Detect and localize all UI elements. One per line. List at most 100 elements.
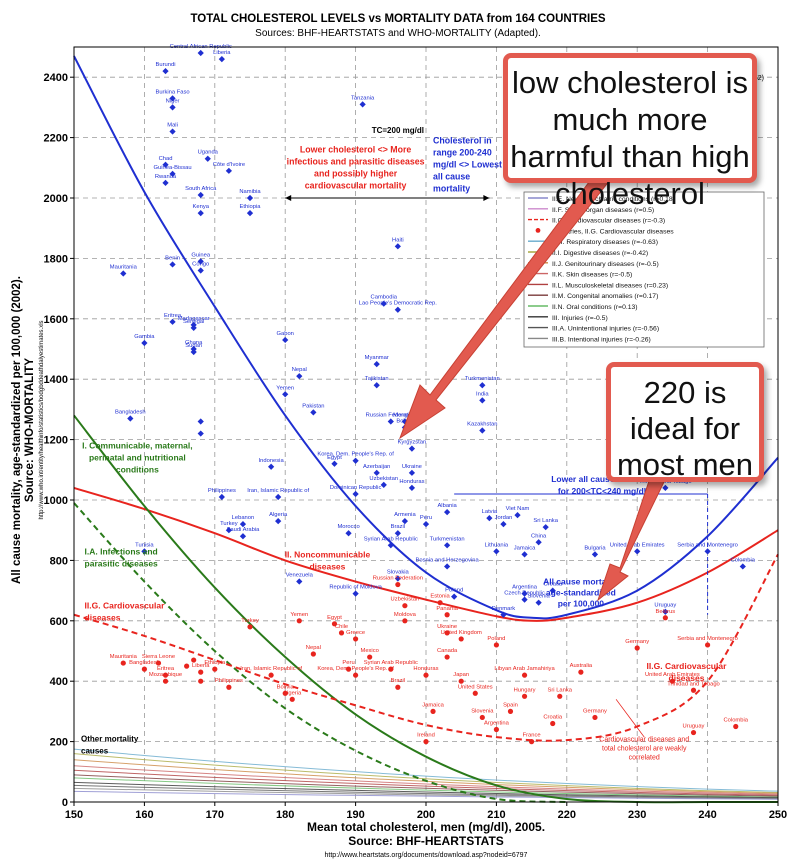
data-point-cardio (444, 612, 450, 618)
data-point-label: Lebanon (232, 515, 255, 521)
data-point-label: Madagascar (178, 316, 210, 322)
annotation-range: mg/dl <> Lowest (433, 160, 502, 170)
data-point-label: Philippines (215, 678, 243, 684)
legend-label: III.B. Intentional injuries (r=-0.26) (552, 336, 651, 343)
data-point-cardio (472, 690, 478, 696)
data-point-allcause (479, 427, 486, 434)
data-point-allcause (373, 360, 380, 368)
data-point-label: Turkmenistan (430, 536, 465, 542)
legend-label: III.A. Unintentional injuries (r=-0.56) (552, 326, 659, 333)
legend-label: II.L. Musculoskeletal diseases (r=0.23) (552, 282, 668, 289)
annotation-cardio-left: II.G. Cardiovascular (85, 601, 166, 611)
data-point-allcause (169, 170, 176, 177)
data-point-label: Bangladesh (115, 409, 146, 415)
data-point-allcause (380, 481, 387, 489)
x-axis-source: Source: BHF-HEARTSTATS (348, 834, 504, 848)
data-point-label: Sudan (185, 343, 202, 349)
y-tick-label: 0 (62, 797, 68, 809)
data-point-label: Eritrea (157, 666, 175, 672)
data-point-label: Sierra Leone (142, 654, 175, 660)
data-point-allcause (408, 445, 416, 452)
data-point-label: Bolivia (277, 684, 295, 690)
data-point-cardio (338, 630, 345, 636)
data-point-allcause (282, 336, 289, 344)
legend-label: II.F. Sense organ diseases (r=0.5) (552, 207, 654, 214)
other-cause-line (73, 769, 779, 796)
data-point-label: Latvia (482, 509, 498, 515)
data-point-label: India (476, 391, 489, 397)
data-point-cardio (402, 603, 408, 609)
annotation-cardio-right: II.G. Cardiovascular (647, 661, 728, 671)
data-point-label: Peru (342, 660, 354, 666)
annotation-noncommunicable: II. Noncommunicable (285, 549, 371, 559)
data-point-label: Yemen (290, 612, 308, 618)
data-point-allcause (162, 179, 169, 187)
data-point-label: South Africa (185, 186, 217, 192)
other-cause-line (73, 784, 779, 799)
data-point-label: Myanmar (365, 355, 389, 361)
chart-subtitle: Sources: BHF-HEARTSTATS and WHO-MORTALIT… (255, 28, 541, 39)
data-point-label: Liberia (192, 663, 210, 669)
x-tick-label: 230 (628, 809, 646, 821)
data-point-allcause (387, 418, 394, 425)
data-point-cardio (162, 672, 169, 678)
data-point-label: Mauritania (110, 265, 138, 271)
data-point-cardio (733, 723, 739, 730)
data-point-label: Mauritania (110, 654, 138, 660)
data-point-cardio (690, 729, 697, 736)
data-point-label: Serbia and Montenegro (677, 636, 738, 642)
data-point-allcause (373, 382, 380, 389)
data-point-cardio (282, 690, 288, 696)
data-point-cardio (395, 581, 401, 588)
data-point-cardio (592, 714, 598, 721)
data-point-cardio (184, 663, 190, 669)
annotation-arrowhead (285, 195, 292, 201)
data-point-label: Niger (166, 98, 180, 104)
data-point-allcause (521, 596, 528, 603)
data-point-allcause (408, 469, 416, 476)
legend-box (523, 191, 765, 348)
data-point-label: Benin (165, 255, 180, 261)
data-point-allcause (521, 551, 528, 558)
data-point-label: Nepal (306, 645, 321, 651)
data-point-cardio (458, 636, 464, 642)
data-point-allcause (542, 524, 549, 531)
data-point-label: Iran, Islamic Republic of (240, 666, 302, 672)
annotation-lower-all: Lower all cause mortality (551, 474, 653, 484)
data-point-cardio (226, 684, 232, 690)
data-point-label: Colombia (731, 557, 756, 563)
data-point-cardio (458, 678, 464, 684)
annotation-weak: total cholesterol are weakly (602, 746, 687, 753)
data-point-cardio (557, 693, 563, 699)
data-point-label: Syrian Arab Republic (364, 660, 418, 666)
data-point-label: Armenia (394, 512, 416, 518)
data-point-label: Brazil (391, 678, 406, 684)
data-point-allcause (162, 68, 169, 75)
data-point-allcause (549, 587, 556, 594)
data-point-label: Spain (503, 702, 518, 708)
data-point-label: Algeria (269, 512, 288, 518)
data-point-label: Slovakia (387, 570, 410, 576)
data-point-label: Yemen (276, 385, 294, 391)
data-point-label: Kyrgyzstan (398, 440, 427, 446)
x-tick-label: 220 (558, 809, 576, 821)
annotation-lower-all: for 200<TC<240 mg/dl (558, 486, 646, 496)
data-point-label: Libyan Arab Jamahiriya (494, 666, 555, 672)
data-point-label: Korea, Dem. People's Rep. of (317, 666, 394, 672)
data-point-cardio (296, 618, 302, 624)
data-point-label: Gabon (276, 331, 293, 337)
annotation-other: Other mortality (81, 735, 139, 744)
data-point-label: Turkey (241, 618, 259, 624)
data-point-label: Ethiopia (204, 660, 226, 666)
data-point-label: Albania (437, 503, 457, 509)
annotation-lower-cholesterol: cardiovascular mortality (305, 181, 407, 191)
data-point-label: Greece (346, 630, 365, 636)
data-point-allcause (479, 382, 486, 389)
annotation-noncommunicable: diseases (309, 561, 345, 571)
y-tick-label: 1600 (44, 314, 68, 326)
data-point-allcause (451, 593, 458, 600)
data-point-allcause (352, 457, 359, 464)
x-tick-label: 150 (65, 809, 83, 821)
data-point-allcause (352, 590, 359, 597)
data-point-cardio (423, 739, 429, 745)
